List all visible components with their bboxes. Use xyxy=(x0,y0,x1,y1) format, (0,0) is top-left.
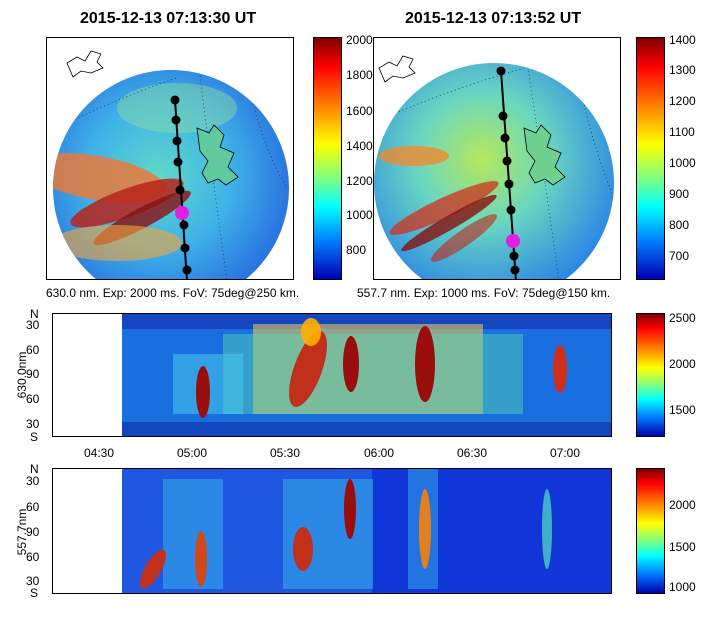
image2-colorbar-tick: 1200 xyxy=(669,94,696,108)
keogram1-colorbar-tick: 2000 xyxy=(669,357,696,371)
keogram1-ytick: S xyxy=(30,430,39,444)
keogram1-xtick: 06:00 xyxy=(364,446,395,460)
keogram1-image xyxy=(122,314,611,436)
keogram2-plot xyxy=(52,468,612,594)
image2-colorbar-tick: 900 xyxy=(669,187,690,201)
keogram2-image xyxy=(122,469,611,593)
keogram1-colorbar-tick: 1500 xyxy=(669,403,696,417)
keogram1-ytick: 30 xyxy=(26,318,40,332)
keogram1-ytick: 60 xyxy=(26,343,40,357)
keogram2-colorbar-tick: 1500 xyxy=(669,540,696,554)
image1-colorbar-tick: 1400 xyxy=(346,139,373,153)
image2-colorbar-tick: 1100 xyxy=(669,125,695,139)
image2-allsky xyxy=(374,55,614,279)
image2-colorbar-tick: 800 xyxy=(669,218,690,232)
image2-panel xyxy=(373,37,621,280)
image1-allsky xyxy=(53,50,289,279)
keogram2-ytick: 60 xyxy=(26,550,40,564)
keogram2-ytick: 90 xyxy=(26,525,40,539)
keogram1-xtick: 06:30 xyxy=(457,446,488,460)
image2-colorbar xyxy=(636,37,665,280)
keogram2-colorbar xyxy=(636,468,665,594)
keogram1-xtick: 05:30 xyxy=(270,446,301,460)
keogram2-ytick: 30 xyxy=(26,574,40,588)
keogram1-ytick: N xyxy=(30,307,39,321)
image1-caption: 630.0 nm. Exp: 2000 ms. FoV: 75deg@250 k… xyxy=(46,286,300,300)
keogram1-ytick: 60 xyxy=(26,392,40,406)
keogram1-xtick: 04:30 xyxy=(84,446,115,460)
image1-colorbar-tick: 1600 xyxy=(346,104,373,118)
image1-colorbar-tick: 1800 xyxy=(346,68,373,82)
image1-colorbar xyxy=(313,37,342,280)
keogram2-colorbar-tick: 1000 xyxy=(669,580,696,594)
image1-colorbar-tick: 800 xyxy=(346,243,367,257)
image2-title: 2015-12-13 07:13:52 UT xyxy=(405,10,582,27)
keogram1-colorbar-tick: 2500 xyxy=(669,311,696,325)
image2-colorbar-tick: 1000 xyxy=(669,156,696,170)
keogram2-ytick: 60 xyxy=(26,500,40,514)
image2-colorbar-tick: 1400 xyxy=(669,33,696,47)
keogram1-ytick: 30 xyxy=(26,417,40,431)
keogram2-colorbar-tick: 2000 xyxy=(669,498,696,512)
keogram1-colorbar xyxy=(636,313,665,437)
image2-colorbar-tick: 700 xyxy=(669,249,690,263)
image2-colorbar-tick: 1300 xyxy=(669,63,696,77)
image1-colorbar-tick: 1000 xyxy=(346,208,373,222)
image1-title: 2015-12-13 07:13:30 UT xyxy=(80,10,257,27)
keogram1-plot xyxy=(52,313,612,437)
image1-panel xyxy=(46,37,294,280)
keogram1-xtick: 05:00 xyxy=(177,446,208,460)
image1-colorbar-tick: 2000 xyxy=(346,33,373,47)
keogram2-ytick: 30 xyxy=(26,474,40,488)
image2-caption: 557.7 nm. Exp: 1000 ms. FoV: 75deg@150 k… xyxy=(357,286,611,300)
keogram1-xtick: 07:00 xyxy=(550,446,581,460)
keogram1-ytick: 90 xyxy=(26,367,40,381)
keogram2-ytick: S xyxy=(30,586,39,600)
keogram2-ytick: N xyxy=(30,462,39,476)
image1-colorbar-tick: 1200 xyxy=(346,174,373,188)
